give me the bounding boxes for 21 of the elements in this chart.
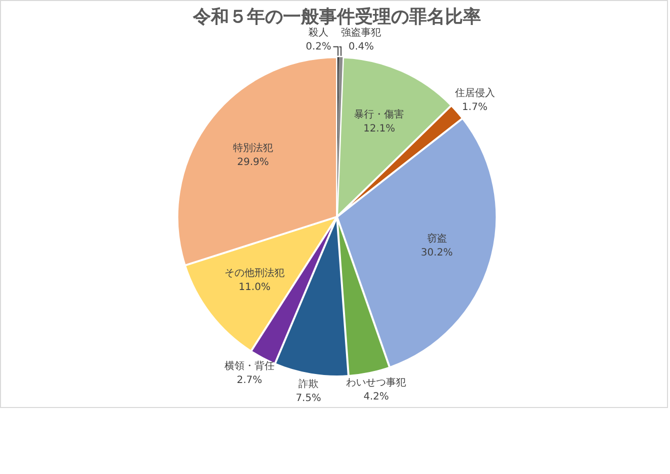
slice-label: 強盗事犯 — [341, 26, 382, 38]
slice-label: 窃盗 — [426, 232, 447, 245]
data-label: 0.2% — [306, 41, 332, 52]
data-label: 7.5% — [296, 393, 322, 404]
chart-title: 令和５年の一般事件受理の罪名比率 — [192, 6, 481, 28]
data-label: 1.7% — [462, 102, 488, 113]
slice-label: 横領・背任 — [224, 360, 274, 372]
data-label: 11.0% — [238, 282, 270, 293]
slice-label: わいせつ事犯 — [346, 376, 406, 389]
slice-label: 住居侵入 — [454, 86, 495, 99]
slice-label: 詐欺 — [298, 378, 318, 390]
data-label: 0.4% — [348, 41, 374, 52]
data-label: 2.7% — [236, 375, 262, 386]
slice-label: 暴行・傷害 — [354, 108, 404, 120]
data-label: 4.2% — [363, 392, 389, 403]
slice-label: 特別法犯 — [232, 142, 273, 154]
data-label: 12.1% — [363, 123, 396, 134]
slice-label: その他刑法犯 — [224, 266, 285, 279]
data-label: 30.2% — [420, 248, 453, 259]
slice-label: 殺人 — [308, 26, 329, 38]
data-label: 29.9% — [237, 157, 269, 168]
